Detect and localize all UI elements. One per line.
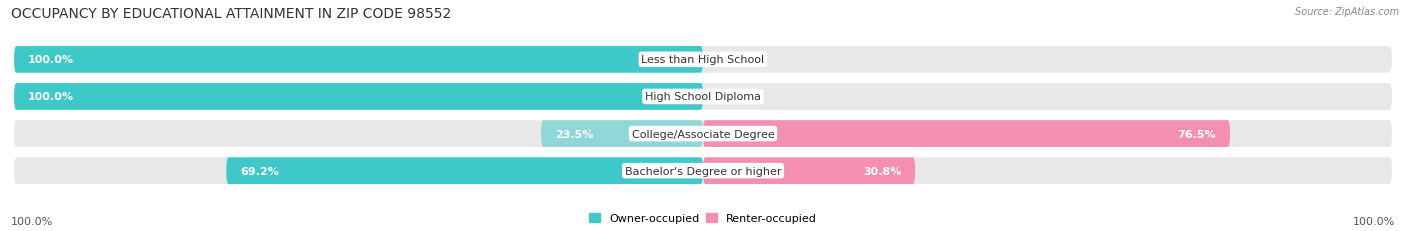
FancyBboxPatch shape [703,158,915,184]
Text: 69.2%: 69.2% [240,166,278,176]
FancyBboxPatch shape [14,84,1392,110]
Text: 0.0%: 0.0% [724,55,752,65]
Text: High School Diploma: High School Diploma [645,92,761,102]
FancyBboxPatch shape [226,158,703,184]
FancyBboxPatch shape [14,47,1392,73]
Text: Less than High School: Less than High School [641,55,765,65]
Text: 23.5%: 23.5% [555,129,593,139]
FancyBboxPatch shape [14,84,703,110]
Legend: Owner-occupied, Renter-occupied: Owner-occupied, Renter-occupied [589,213,817,223]
Text: College/Associate Degree: College/Associate Degree [631,129,775,139]
Text: Bachelor's Degree or higher: Bachelor's Degree or higher [624,166,782,176]
Text: 100.0%: 100.0% [11,216,53,226]
Text: 100.0%: 100.0% [28,92,75,102]
FancyBboxPatch shape [541,121,703,147]
FancyBboxPatch shape [703,121,1230,147]
Text: 0.0%: 0.0% [724,92,752,102]
Text: 100.0%: 100.0% [28,55,75,65]
FancyBboxPatch shape [14,121,1392,147]
Text: 76.5%: 76.5% [1178,129,1216,139]
Text: Source: ZipAtlas.com: Source: ZipAtlas.com [1295,7,1399,17]
Text: 100.0%: 100.0% [1353,216,1395,226]
FancyBboxPatch shape [14,47,703,73]
Text: OCCUPANCY BY EDUCATIONAL ATTAINMENT IN ZIP CODE 98552: OCCUPANCY BY EDUCATIONAL ATTAINMENT IN Z… [11,7,451,21]
Text: 30.8%: 30.8% [863,166,901,176]
FancyBboxPatch shape [14,158,1392,184]
